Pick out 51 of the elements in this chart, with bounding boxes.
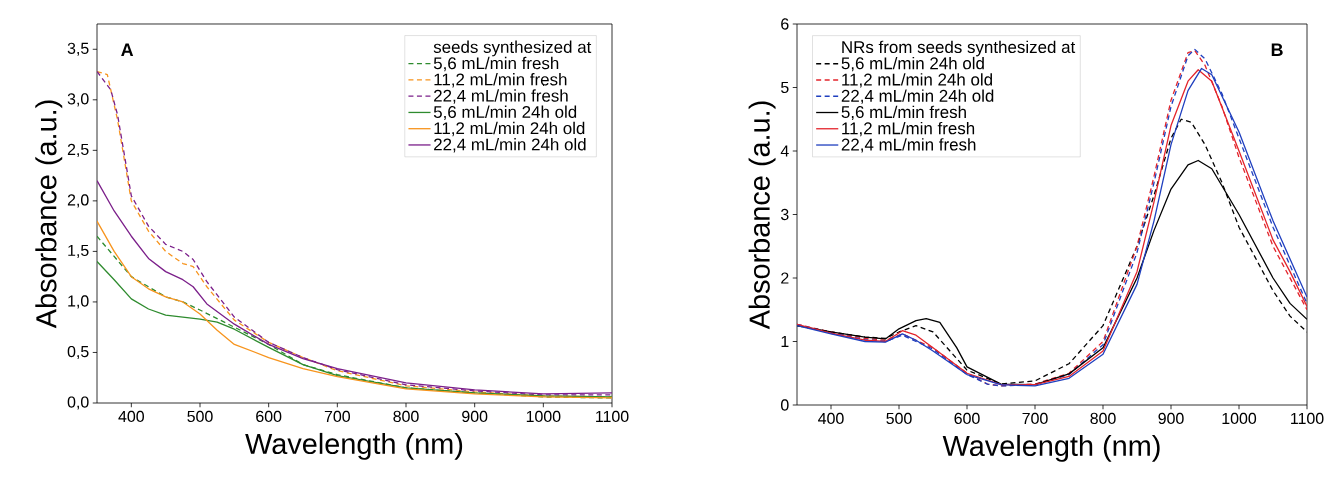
legend-label: 5,6 mL/min 24h old: [433, 105, 577, 121]
x-tick-label: 1000: [1222, 412, 1257, 425]
x-axis-title: Wavelength (nm): [245, 432, 463, 460]
x-tick-label: 1100: [596, 410, 629, 423]
x-tick-label: 700: [1022, 412, 1048, 425]
x-tick-label: 600: [954, 412, 980, 425]
legend-label: 5,6 mL/min fresh: [433, 56, 559, 72]
x-tick-label: 800: [1090, 412, 1116, 425]
legend-label: 11,2 mL/min fresh: [434, 73, 567, 88]
y-tick-label: 1,0: [68, 295, 89, 309]
y-tick-label: 2,5: [67, 143, 89, 157]
legend-label: 5,6 mL/min fresh: [841, 105, 966, 121]
legend-label: 22,4 mL/min 24h old: [434, 138, 586, 153]
y-tick-label: 0,5: [67, 345, 89, 360]
legend-label: 22,4 mL/min fresh: [841, 138, 976, 153]
legend-label: 11,2 mL/min fresh: [842, 121, 975, 137]
y-tick-label: 2: [781, 272, 789, 284]
y-tick-label: 4: [780, 145, 789, 157]
x-tick-label: 500: [886, 412, 912, 425]
annotation: A: [121, 43, 134, 56]
x-tick-label: 400: [818, 412, 844, 425]
x-tick-label: 500: [187, 410, 213, 423]
y-tick-label: 0,0: [67, 396, 89, 410]
x-tick-label: 900: [1158, 412, 1184, 425]
y-tick-label: 0: [781, 399, 789, 411]
y-tick-label: 1: [781, 336, 789, 347]
y-axis-title: Absorbance (a.u.): [35, 100, 63, 329]
y-tick-label: 3,5: [67, 42, 89, 56]
legend-label: 11,2 mL/min 24h old: [434, 121, 585, 137]
legend-label: 22,4 mL/min 24h old: [841, 89, 994, 104]
x-tick-label: 400: [118, 410, 144, 423]
legend-title: NRs from seeds synthesized at: [842, 40, 1076, 57]
x-tick-label: 800: [393, 410, 419, 423]
x-tick-label: 900: [462, 410, 488, 423]
x-tick-label: 700: [324, 410, 350, 423]
y-tick-label: 3,0: [67, 93, 89, 107]
legend-label: 5,6 mL/min 24h old: [841, 56, 984, 72]
x-axis-title: Wavelength (nm): [942, 434, 1160, 462]
y-tick-label: 1,5: [68, 244, 89, 258]
legend-label: 11,2 mL/min 24h old: [842, 73, 992, 88]
legend-title: seeds synthesized at: [433, 40, 592, 57]
y-tick-label: 3: [780, 208, 789, 221]
legend-label: 22,4 mL/min fresh: [434, 89, 568, 104]
x-tick-label: 1000: [526, 410, 561, 423]
y-axis-title: Absorbance (a.u.): [748, 101, 776, 330]
x-tick-label: 600: [256, 410, 282, 423]
y-tick-label: 2,0: [67, 194, 89, 208]
x-tick-label: 1100: [1291, 412, 1324, 425]
annotation: B: [1271, 43, 1283, 56]
y-tick-label: 6: [781, 18, 789, 30]
y-tick-label: 5: [781, 81, 789, 94]
